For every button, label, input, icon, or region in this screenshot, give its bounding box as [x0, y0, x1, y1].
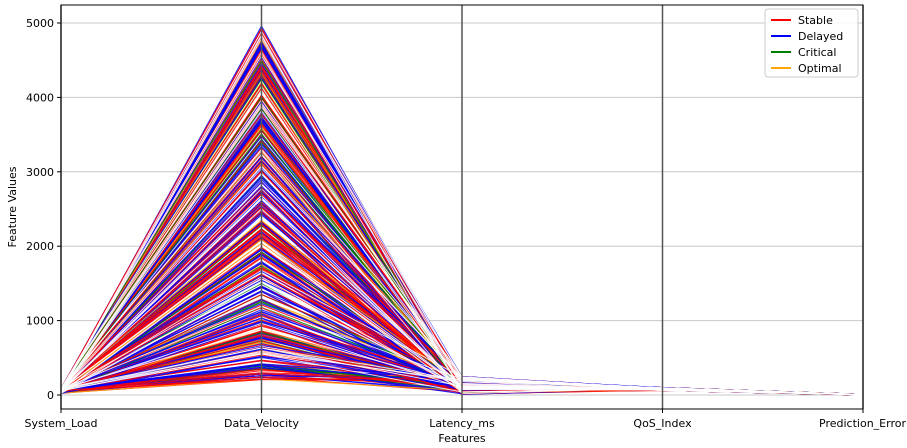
- y-tick-label: 0: [47, 389, 54, 402]
- x-tick-label: System_Load: [25, 417, 98, 430]
- x-axis-title: Features: [438, 432, 486, 445]
- y-axis-title: Feature Values: [6, 166, 19, 247]
- legend-box: [764, 8, 859, 78]
- y-tick-label: 3000: [26, 166, 54, 179]
- legend: Stable Delayed Critical Optimal: [764, 8, 859, 78]
- y-ticks: 0 1000 2000 3000 4000 5000: [26, 17, 61, 402]
- y-tick-label: 2000: [26, 240, 54, 253]
- legend-label: Stable: [798, 14, 833, 27]
- x-tick-label: QoS_Index: [633, 417, 692, 430]
- x-tick-label: Latency_ms: [429, 417, 495, 430]
- y-tick-label: 5000: [26, 17, 54, 30]
- legend-label: Critical: [798, 46, 836, 59]
- x-ticks: System_Load Data_Velocity Latency_ms QoS_In…: [25, 409, 906, 430]
- y-tick-label: 1000: [26, 315, 54, 328]
- legend-label: Delayed: [798, 30, 843, 43]
- x-tick-label: Data_Velocity: [224, 417, 299, 430]
- y-tick-label: 4000: [26, 91, 54, 104]
- x-tick-label: Prediction_Error: [819, 417, 906, 430]
- legend-label: Optimal: [798, 62, 842, 75]
